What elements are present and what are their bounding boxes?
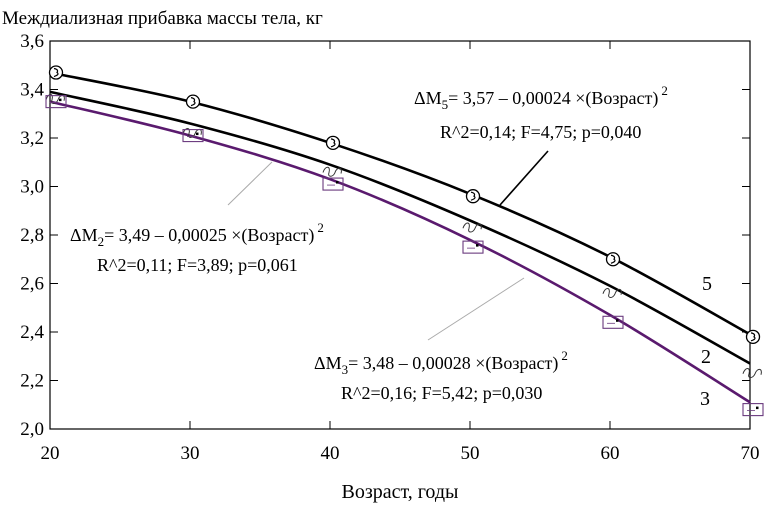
data-point-series-5: [185, 94, 201, 109]
y-tick-label: 2,4: [20, 322, 44, 343]
data-point-series-5: [745, 329, 761, 345]
x-tick-label: 20: [41, 443, 60, 464]
annotation-leaders: [227, 150, 549, 341]
equation-formula: ΔM2= 3,49 – 0,00025 ×(Возраст) 2: [70, 220, 324, 249]
curve-label-2: 2: [701, 346, 711, 368]
leader-line-m5: [499, 150, 549, 206]
curve-label-5: 5: [702, 273, 712, 295]
equation-m5: ΔM5= 3,57 – 0,00024 ×(Возраст) 2 R^2=0,14;…: [414, 83, 668, 142]
chart-title: Междиализная прибавка массы тела, кг: [2, 8, 323, 29]
x-axis-label: Возраст, годы: [342, 481, 459, 503]
y-tick-label: 2,0: [20, 419, 44, 440]
y-tick-label: 3,6: [20, 31, 44, 52]
curve-labels: 5 2 3: [700, 273, 712, 410]
y-tick-label: 3,2: [20, 128, 44, 149]
x-tick-label: 30: [181, 443, 200, 464]
x-tick-label: 60: [601, 443, 620, 464]
data-point-series-2: [322, 166, 342, 177]
data-point-series-2: [602, 288, 622, 299]
equation-formula: ΔM3= 3,48 – 0,00028 ×(Возраст) 2: [314, 348, 568, 377]
data-point-series-3: [602, 315, 624, 329]
equation-stats: R^2=0,16; F=5,42; p=0,030: [341, 383, 542, 403]
x-axis: 20 30 40 50 60 70: [41, 41, 760, 464]
data-point-series-5: [325, 135, 341, 151]
equation-formula: ΔM5= 3,57 – 0,00024 ×(Возраст) 2: [414, 83, 668, 112]
equation-annotations: ΔM5= 3,57 – 0,00024 ×(Возраст) 2 R^2=0,14;…: [70, 83, 668, 403]
equation-m3: ΔM3= 3,48 – 0,00028 ×(Возраст) 2 R^2=0,16;…: [314, 348, 568, 403]
data-point-series-5: [48, 65, 64, 80]
data-point-series-5: [465, 189, 481, 204]
fit-curve-series-2: [49, 90, 751, 365]
data-point-series-3: [322, 177, 344, 191]
fit-curve-series-5: [49, 71, 751, 336]
y-tick-label: 3,4: [20, 80, 44, 101]
x-tick-label: 40: [321, 443, 340, 464]
fit-curves: [49, 71, 751, 404]
equation-stats: R^2=0,11; F=3,89; p=0,061: [97, 255, 298, 275]
data-point-series-3: [742, 403, 764, 417]
leader-line-m3: [427, 277, 525, 341]
data-point-series-3: [45, 95, 67, 109]
y-tick-label: 2,2: [20, 371, 44, 392]
equation-m2: ΔM2= 3,49 – 0,00025 ×(Возраст) 2 R^2=0,11;…: [70, 220, 324, 275]
leader-line-m2: [227, 161, 273, 206]
x-tick-label: 50: [461, 443, 480, 464]
y-tick-label: 2,6: [20, 274, 44, 295]
data-point-series-2: [462, 222, 482, 233]
fit-curve-series-3: [49, 100, 751, 404]
y-axis: 2,0 2,2 2,4 2,6 2,8 3,0 3,2 3,4 3,6: [20, 31, 750, 440]
curve-label-3: 3: [700, 388, 710, 410]
x-tick-label: 70: [741, 443, 760, 464]
data-point-series-3: [182, 129, 204, 143]
data-point-series-5: [605, 252, 621, 267]
data-point-series-3: [462, 240, 484, 254]
data-point-series-2: [742, 368, 762, 379]
y-tick-label: 2,8: [20, 225, 44, 246]
data-points: [45, 65, 764, 417]
y-tick-label: 3,0: [20, 177, 44, 198]
equation-stats: R^2=0,14; F=4,75; p=0,040: [440, 122, 641, 142]
